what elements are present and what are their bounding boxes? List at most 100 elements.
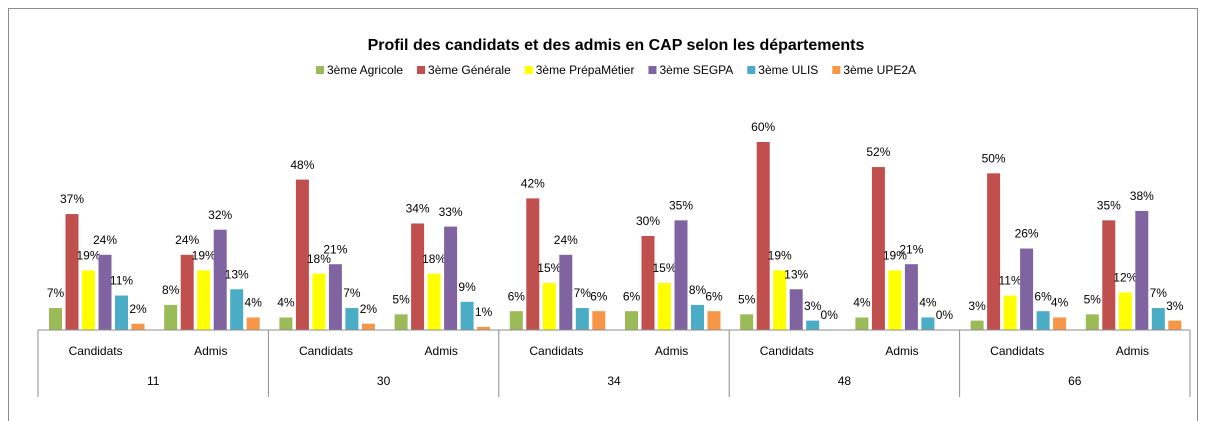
x-tick-label: Admis (655, 344, 688, 358)
bar (1003, 295, 1017, 330)
bar (1102, 220, 1116, 330)
data-label: 5% (1084, 293, 1102, 307)
data-label: 21% (323, 242, 347, 256)
data-label: 4% (919, 296, 937, 310)
data-label: 19% (76, 249, 100, 263)
bar (641, 236, 655, 330)
bar (806, 320, 820, 330)
bar (592, 311, 606, 330)
chart-title: Profil des candidats et des admis en CAP… (368, 37, 865, 54)
bar (477, 326, 491, 330)
bar (658, 283, 671, 330)
legend-swatch (832, 66, 841, 74)
bar (871, 167, 885, 330)
data-label: 30% (636, 214, 660, 228)
data-label: 7% (1150, 286, 1168, 300)
legend-label: 3ème Générale (428, 63, 511, 77)
data-label: 4% (277, 296, 295, 310)
legend-label: 3ème SEGPA (659, 63, 733, 77)
bar (65, 214, 79, 330)
legend-label: 3ème Agricole (327, 63, 403, 77)
bar (625, 311, 638, 330)
x-tick-label: Candidats (990, 344, 1044, 358)
data-label: 6% (705, 289, 723, 303)
x-tick-label: Admis (425, 344, 458, 358)
data-label: 5% (738, 293, 756, 307)
data-label: 6% (508, 289, 526, 303)
bar (213, 229, 227, 330)
bar (1020, 248, 1034, 330)
bar (197, 270, 211, 330)
data-label: 6% (1034, 289, 1052, 303)
group-label: 34 (607, 374, 621, 388)
bar (312, 273, 326, 330)
data-label: 6% (623, 289, 641, 303)
data-label: 11% (999, 274, 1022, 288)
x-tick-label: Admis (194, 344, 227, 358)
bar (575, 308, 589, 330)
bar (444, 226, 458, 330)
data-label: 32% (208, 208, 232, 222)
data-label: 18% (307, 252, 331, 266)
chart-frame (8, 8, 1198, 421)
bar (1085, 314, 1099, 330)
data-label: 8% (689, 283, 707, 297)
data-label: 7% (47, 286, 65, 300)
legend-swatch (417, 66, 426, 74)
data-label: 19% (883, 249, 907, 263)
data-label: 9% (458, 280, 476, 294)
bar (82, 270, 95, 330)
group-label: 48 (838, 374, 852, 388)
x-tick-label: Candidats (299, 344, 353, 358)
data-label: 13% (784, 267, 808, 281)
bar (98, 254, 112, 330)
x-tick-label: Admis (885, 344, 918, 358)
bar (1118, 292, 1132, 330)
legend-swatch (315, 66, 324, 74)
data-label: 18% (422, 252, 446, 266)
bar (328, 264, 342, 330)
data-label: 15% (537, 261, 561, 275)
data-label: 37% (60, 192, 84, 206)
data-label: 3% (804, 299, 822, 313)
bar (789, 289, 803, 330)
data-label: 24% (175, 233, 199, 247)
x-tick-label: Candidats (529, 344, 583, 358)
x-tick-label: Candidats (69, 344, 123, 358)
data-label: 24% (93, 233, 117, 247)
bar (411, 223, 425, 330)
bar (542, 283, 556, 330)
bar (987, 173, 1001, 330)
data-label: 26% (1015, 227, 1039, 241)
x-tick-label: Candidats (760, 344, 814, 358)
data-label: 5% (392, 293, 410, 307)
data-label: 19% (768, 249, 792, 263)
legend-swatch (648, 66, 657, 74)
data-label: 7% (343, 286, 361, 300)
bar (1151, 308, 1165, 330)
data-label: 60% (751, 120, 775, 134)
x-tick-label: Admis (1116, 344, 1149, 358)
data-label: 4% (853, 296, 871, 310)
bar (1135, 210, 1149, 330)
bar (180, 254, 194, 330)
bar (1168, 320, 1182, 330)
bar (674, 220, 688, 330)
data-label: 35% (1097, 199, 1121, 213)
data-label: 11% (110, 274, 133, 288)
data-label: 0% (821, 308, 839, 322)
data-label: 4% (245, 296, 263, 310)
bar (230, 289, 244, 330)
data-label: 2% (360, 302, 378, 316)
bar (904, 264, 918, 330)
bar (888, 270, 902, 330)
bar (394, 314, 408, 330)
bar (295, 179, 309, 330)
data-label: 4% (1051, 296, 1069, 310)
legend-swatch (524, 66, 533, 74)
data-label: 42% (521, 177, 545, 191)
bar (1036, 311, 1050, 330)
data-label: 8% (162, 283, 180, 297)
bar (115, 295, 128, 330)
